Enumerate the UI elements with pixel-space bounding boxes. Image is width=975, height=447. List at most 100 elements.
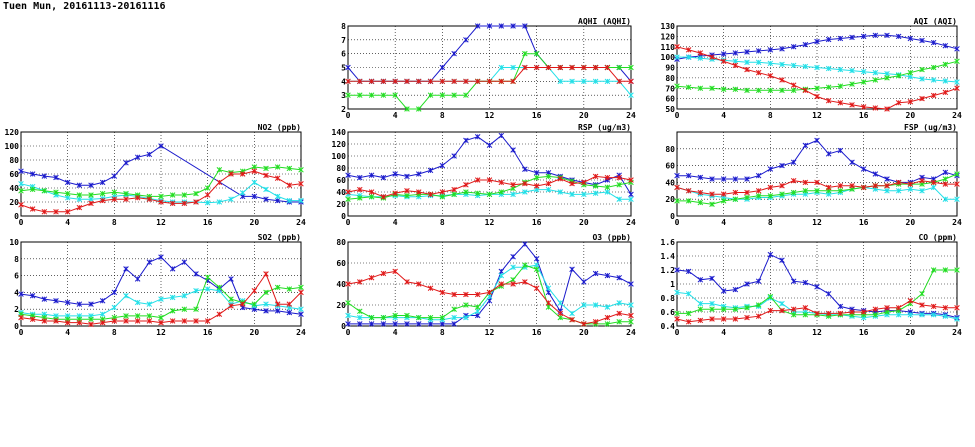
data-point bbox=[193, 190, 199, 197]
data-point bbox=[380, 92, 387, 98]
x-tick-label: 4 bbox=[393, 218, 398, 227]
x-tick-label: 4 bbox=[393, 111, 398, 120]
data-point bbox=[907, 186, 914, 192]
data-point bbox=[860, 166, 867, 172]
x-tick-label: 20 bbox=[906, 111, 916, 120]
data-point bbox=[569, 64, 575, 71]
data-point bbox=[368, 172, 375, 178]
plot-frame bbox=[20, 241, 302, 327]
data-point bbox=[581, 321, 587, 327]
x-tick-label: 24 bbox=[626, 111, 636, 120]
data-point bbox=[755, 48, 762, 54]
data-point bbox=[368, 78, 375, 85]
x-tick-label: 0 bbox=[346, 111, 351, 120]
data-point bbox=[732, 189, 739, 196]
data-point bbox=[498, 272, 505, 279]
data-point bbox=[357, 195, 363, 201]
data-point bbox=[779, 183, 785, 189]
data-point bbox=[767, 47, 774, 53]
data-point bbox=[872, 171, 879, 177]
data-point bbox=[884, 309, 890, 315]
data-point bbox=[345, 172, 351, 178]
series-cyan bbox=[674, 54, 960, 85]
data-point bbox=[697, 85, 704, 92]
data-point bbox=[193, 306, 199, 312]
data-point bbox=[802, 87, 809, 94]
data-point bbox=[779, 257, 785, 263]
data-point bbox=[169, 318, 176, 324]
data-point bbox=[533, 174, 540, 181]
data-point bbox=[674, 267, 680, 273]
data-point bbox=[181, 259, 188, 265]
data-point bbox=[604, 184, 611, 190]
data-point bbox=[954, 267, 960, 273]
y-tick-label: 100 bbox=[5, 142, 20, 151]
data-point bbox=[954, 316, 960, 322]
data-point bbox=[837, 147, 844, 154]
data-point bbox=[860, 68, 867, 75]
data-point bbox=[522, 180, 528, 187]
data-point bbox=[380, 194, 387, 200]
data-point bbox=[557, 176, 564, 182]
data-point bbox=[744, 66, 750, 73]
data-point bbox=[228, 196, 234, 202]
data-point bbox=[451, 314, 457, 321]
data-point bbox=[837, 83, 844, 89]
data-point bbox=[592, 270, 599, 277]
y-tick-label: 0.8 bbox=[661, 294, 676, 303]
y-tick-label: 2 bbox=[341, 105, 346, 114]
x-tick-label: 0 bbox=[675, 218, 680, 227]
data-point bbox=[942, 313, 949, 319]
data-point bbox=[942, 196, 949, 202]
data-point bbox=[251, 168, 258, 174]
data-point bbox=[439, 194, 446, 200]
data-point bbox=[581, 64, 587, 71]
data-point bbox=[604, 64, 611, 71]
data-point bbox=[76, 196, 83, 202]
data-point bbox=[685, 291, 692, 297]
data-point bbox=[802, 305, 809, 311]
data-point bbox=[263, 186, 269, 193]
data-point bbox=[697, 50, 704, 56]
data-point bbox=[486, 177, 493, 183]
data-point bbox=[88, 316, 94, 323]
data-point bbox=[592, 78, 599, 85]
data-point bbox=[860, 33, 867, 40]
y-tick-label: 80 bbox=[336, 164, 346, 173]
data-point bbox=[825, 84, 832, 90]
series-red bbox=[674, 298, 960, 325]
x-tick-label: 12 bbox=[812, 218, 822, 227]
x-tick-label: 0 bbox=[346, 328, 351, 337]
data-point bbox=[169, 308, 176, 314]
data-point bbox=[825, 97, 832, 104]
data-point bbox=[732, 306, 739, 312]
x-tick-label: 24 bbox=[626, 218, 636, 227]
data-point bbox=[802, 188, 809, 194]
series-red bbox=[345, 173, 634, 200]
data-point bbox=[802, 63, 809, 70]
data-point bbox=[930, 312, 937, 318]
data-point bbox=[930, 179, 937, 186]
data-point bbox=[510, 264, 516, 270]
y-tick-label: 60 bbox=[665, 162, 675, 171]
data-point bbox=[720, 288, 727, 294]
data-point bbox=[415, 78, 422, 85]
y-tick-label: 0 bbox=[14, 212, 19, 221]
x-tick-label: 24 bbox=[952, 328, 962, 337]
y-tick-label: 50 bbox=[665, 105, 675, 114]
data-point bbox=[463, 182, 469, 188]
data-point bbox=[64, 319, 71, 326]
data-point bbox=[274, 197, 281, 204]
data-point bbox=[581, 191, 587, 198]
series-blue bbox=[18, 254, 304, 317]
data-point bbox=[790, 62, 797, 69]
y-tick-label: 80 bbox=[665, 74, 675, 83]
data-point bbox=[522, 279, 528, 285]
data-point bbox=[849, 183, 855, 189]
data-point bbox=[41, 188, 48, 194]
data-point bbox=[427, 191, 434, 198]
data-point bbox=[111, 318, 118, 324]
data-point bbox=[884, 305, 890, 311]
data-point bbox=[779, 77, 785, 83]
data-point bbox=[884, 188, 890, 194]
